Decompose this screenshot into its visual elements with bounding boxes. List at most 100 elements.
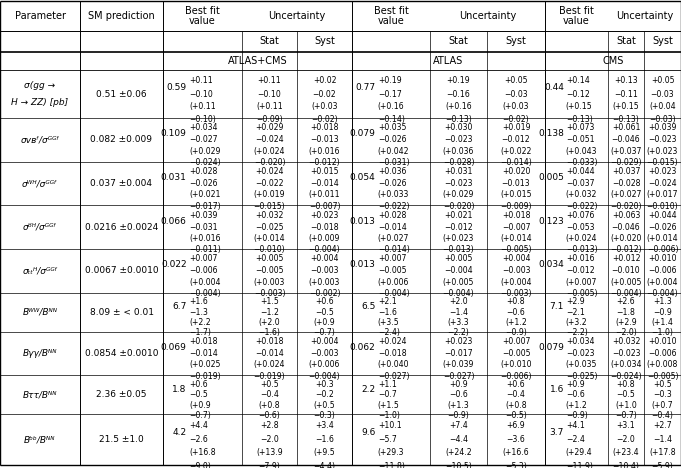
Text: +0.010: +0.010 <box>648 337 677 346</box>
Text: (+2.2: (+2.2 <box>189 318 210 327</box>
Text: +0.019: +0.019 <box>502 123 530 132</box>
Text: −0.6: −0.6 <box>449 390 468 400</box>
Text: +0.004: +0.004 <box>311 254 338 263</box>
Text: +1.1: +1.1 <box>378 380 396 388</box>
Text: −0.012: −0.012 <box>444 223 473 232</box>
Text: −2.0: −2.0 <box>260 435 279 444</box>
Text: −0.5: −0.5 <box>315 308 334 317</box>
Text: (+0.003: (+0.003 <box>254 278 285 287</box>
Text: +0.19: +0.19 <box>378 76 401 85</box>
Text: (+0.014: (+0.014 <box>647 234 678 243</box>
Text: −0.003: −0.003 <box>502 266 530 275</box>
Text: (+0.024: (+0.024 <box>254 147 285 156</box>
Text: 0.0067 ±0.0010: 0.0067 ±0.0010 <box>84 266 158 275</box>
Text: +4.4: +4.4 <box>189 421 208 430</box>
Text: −0.029): −0.029) <box>610 158 642 167</box>
Text: (+29.4: (+29.4 <box>566 448 592 457</box>
Text: −0.5: −0.5 <box>189 390 208 400</box>
Text: −0.012): −0.012) <box>308 158 340 167</box>
Text: −0.018: −0.018 <box>378 349 407 358</box>
Text: +0.023: +0.023 <box>648 167 677 176</box>
Text: (+0.03: (+0.03 <box>311 102 338 111</box>
Text: (+0.005: (+0.005 <box>443 278 474 287</box>
Text: (+0.006: (+0.006 <box>378 278 409 287</box>
Text: +0.8: +0.8 <box>507 297 525 306</box>
Text: (+0.043: (+0.043 <box>566 147 597 156</box>
Text: (+13.9: (+13.9 <box>256 448 283 457</box>
Text: −0.007: −0.007 <box>502 223 530 232</box>
Text: −0.16: −0.16 <box>447 89 471 99</box>
Text: +0.015: +0.015 <box>311 167 338 176</box>
Text: −0.10: −0.10 <box>189 89 213 99</box>
Text: 0.123: 0.123 <box>538 217 564 226</box>
Text: Uncertainty: Uncertainty <box>616 11 673 21</box>
Text: (+24.2: (+24.2 <box>445 448 472 457</box>
Text: −0.3): −0.3) <box>314 411 335 420</box>
Text: −10.5): −10.5) <box>445 461 472 468</box>
Text: −0.018: −0.018 <box>310 223 339 232</box>
Text: −0.013: −0.013 <box>502 179 530 188</box>
Text: (+0.04: (+0.04 <box>649 102 676 111</box>
Text: −0.028): −0.028) <box>443 158 474 167</box>
Text: +0.004: +0.004 <box>311 337 338 346</box>
Text: −0.4): −0.4) <box>652 411 674 420</box>
Text: 0.062: 0.062 <box>349 343 375 352</box>
Text: −3.6: −3.6 <box>507 435 525 444</box>
Text: +0.005: +0.005 <box>255 254 284 263</box>
Text: −0.12: −0.12 <box>566 89 590 99</box>
Text: 0.51 ±0.06: 0.51 ±0.06 <box>96 89 147 99</box>
Text: −0.005): −0.005) <box>566 289 597 298</box>
Text: (+0.029: (+0.029 <box>189 147 221 156</box>
Text: +3.4: +3.4 <box>315 421 334 430</box>
Text: σᴽᴴ/σᴳᴳᶠ: σᴽᴴ/σᴳᴳᶠ <box>23 223 57 232</box>
Text: (+0.9: (+0.9 <box>314 318 335 327</box>
Text: +0.039: +0.039 <box>648 123 677 132</box>
Text: +0.9: +0.9 <box>449 380 468 388</box>
Text: −0.6): −0.6) <box>259 411 281 420</box>
Text: −2.6: −2.6 <box>189 435 208 444</box>
Text: +0.076: +0.076 <box>566 211 594 219</box>
Text: −1.2: −1.2 <box>260 308 279 317</box>
Text: Bττ/Bᴺᴺ: Bττ/Bᴺᴺ <box>22 390 57 400</box>
Text: +0.5: +0.5 <box>260 380 279 388</box>
Text: −1.3: −1.3 <box>189 308 208 317</box>
Text: +2.1: +2.1 <box>378 297 396 306</box>
Text: −0.026: −0.026 <box>648 223 677 232</box>
Text: (+2.9: (+2.9 <box>615 318 637 327</box>
Text: −0.005: −0.005 <box>255 266 284 275</box>
Text: SM prediction: SM prediction <box>88 11 155 21</box>
Text: (+0.024: (+0.024 <box>254 360 285 369</box>
Text: −0.028: −0.028 <box>612 179 640 188</box>
Text: (+0.016: (+0.016 <box>189 234 221 243</box>
Text: 0.079: 0.079 <box>349 129 375 139</box>
Text: −0.031): −0.031) <box>378 158 409 167</box>
Text: (+0.040: (+0.040 <box>378 360 409 369</box>
Text: +0.021: +0.021 <box>444 211 473 219</box>
Text: −0.037: −0.037 <box>566 179 595 188</box>
Text: (+0.035: (+0.035 <box>566 360 597 369</box>
Text: −0.012): −0.012) <box>610 245 642 255</box>
Text: −5.3): −5.3) <box>505 461 527 468</box>
Text: (+0.036: (+0.036 <box>443 147 474 156</box>
Text: −0.9: −0.9 <box>653 308 672 317</box>
Text: +2.6: +2.6 <box>617 297 635 306</box>
Text: +0.007: +0.007 <box>502 337 530 346</box>
Text: (+0.039: (+0.039 <box>443 360 474 369</box>
Text: −0.14): −0.14) <box>378 115 405 124</box>
Text: −0.046: −0.046 <box>612 223 640 232</box>
Text: σₜₜᴴ/σᴳᴳᶠ: σₜₜᴴ/σᴳᴳᶠ <box>22 266 58 275</box>
Text: (+0.019: (+0.019 <box>254 190 285 199</box>
Text: (+0.042: (+0.042 <box>378 147 409 156</box>
Text: 0.44: 0.44 <box>544 83 564 92</box>
Text: −1.6: −1.6 <box>315 435 334 444</box>
Text: −0.014): −0.014) <box>500 158 532 167</box>
Text: Uncertainty: Uncertainty <box>459 11 516 21</box>
Text: −0.13): −0.13) <box>445 115 472 124</box>
Text: (+0.004: (+0.004 <box>501 278 532 287</box>
Text: −0.17: −0.17 <box>378 89 402 99</box>
Text: −0.13): −0.13) <box>613 115 639 124</box>
Text: −0.09): −0.09) <box>256 115 283 124</box>
Text: −0.031: −0.031 <box>189 223 218 232</box>
Text: 2.36 ±0.05: 2.36 ±0.05 <box>96 390 146 400</box>
Text: 0.066: 0.066 <box>161 217 187 226</box>
